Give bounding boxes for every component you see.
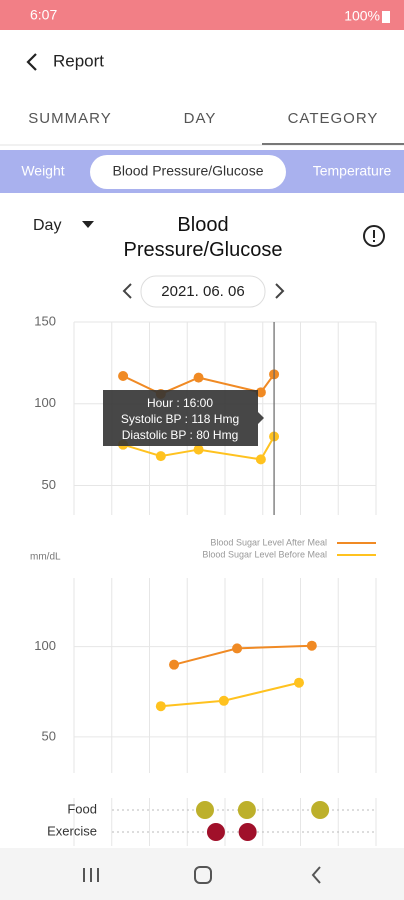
info-icon-dot <box>373 240 375 242</box>
nav-home[interactable] <box>194 866 212 884</box>
legend-label: Blood Sugar Level Before Meal <box>202 549 327 559</box>
data-point <box>232 643 243 654</box>
y-tick-label: 100 <box>34 638 56 653</box>
status-battery: 100% <box>344 8 380 24</box>
chart-title: Blood Pressure/Glucose <box>124 214 283 261</box>
filter[interactable]: Temperature <box>313 163 392 179</box>
dropdown-arrow <box>82 221 94 228</box>
row-label: Food <box>67 801 97 816</box>
data-point <box>155 701 166 712</box>
status-time: 6:07 <box>30 7 57 23</box>
tooltip-line: Systolic BP : 118 Hmg <box>121 412 239 426</box>
title-line: Pressure/Glucose <box>124 239 283 261</box>
nav-recents[interactable] <box>83 868 99 882</box>
y-tick-label: 150 <box>34 313 56 328</box>
data-point <box>255 454 266 465</box>
row-label: Exercise <box>47 823 97 838</box>
nav-bar <box>0 848 404 900</box>
tab[interactable]: SUMMARY <box>28 110 111 127</box>
tab[interactable]: CATEGORY <box>288 110 379 127</box>
filter[interactable]: Blood Pressure/Glucose <box>113 163 264 179</box>
title-line: Blood <box>177 214 228 236</box>
info-icon-bar <box>373 230 375 238</box>
tooltip <box>103 390 258 446</box>
charts: 50 100 150 mm/dL 50 100 Blood Sugar Level Afte… <box>30 313 377 846</box>
data-point <box>193 372 204 383</box>
data-point <box>255 387 266 398</box>
battery-icon <box>382 11 390 23</box>
event-dot <box>238 823 257 841</box>
data-point <box>306 640 317 651</box>
data-point <box>193 444 204 455</box>
tooltip-line: Diastolic BP : 80 Hmg <box>122 428 239 442</box>
event-dot <box>195 801 214 819</box>
data-point <box>118 370 129 381</box>
event-dot <box>206 823 225 841</box>
header-title: Report <box>53 51 104 70</box>
y-tick-label: 50 <box>42 728 56 743</box>
data-point <box>169 659 180 670</box>
legend-label: Blood Sugar Level After Meal <box>210 537 327 547</box>
date: 2021. 06. 06 <box>161 283 244 300</box>
next-date[interactable] <box>275 283 285 299</box>
data-point <box>293 677 304 688</box>
filter-selected <box>90 155 286 189</box>
data-point <box>218 695 229 706</box>
period-select[interactable]: Day <box>33 217 61 234</box>
overlay: Hour : 16:00 Systolic BP : 118 Hmg Diastol… <box>103 322 275 515</box>
data-point <box>155 451 166 462</box>
back-button[interactable] <box>26 53 37 71</box>
tooltip-line: Hour : 16:00 <box>147 396 213 410</box>
info-icon[interactable] <box>363 225 385 247</box>
y-tick-label: 100 <box>34 395 56 410</box>
event-dot <box>311 801 330 819</box>
y-tick-label: 50 <box>42 477 56 492</box>
tab-indicator <box>262 143 404 145</box>
status-bar <box>0 0 404 30</box>
tab[interactable]: DAY <box>184 110 217 127</box>
unit-label: mm/dL <box>30 552 61 563</box>
nav-back[interactable] <box>311 866 321 884</box>
tooltip-arrow <box>258 412 264 424</box>
filter[interactable]: Weight <box>21 163 64 179</box>
date-pill <box>140 275 266 308</box>
prev-date[interactable] <box>122 283 132 299</box>
event-dot <box>237 801 256 819</box>
